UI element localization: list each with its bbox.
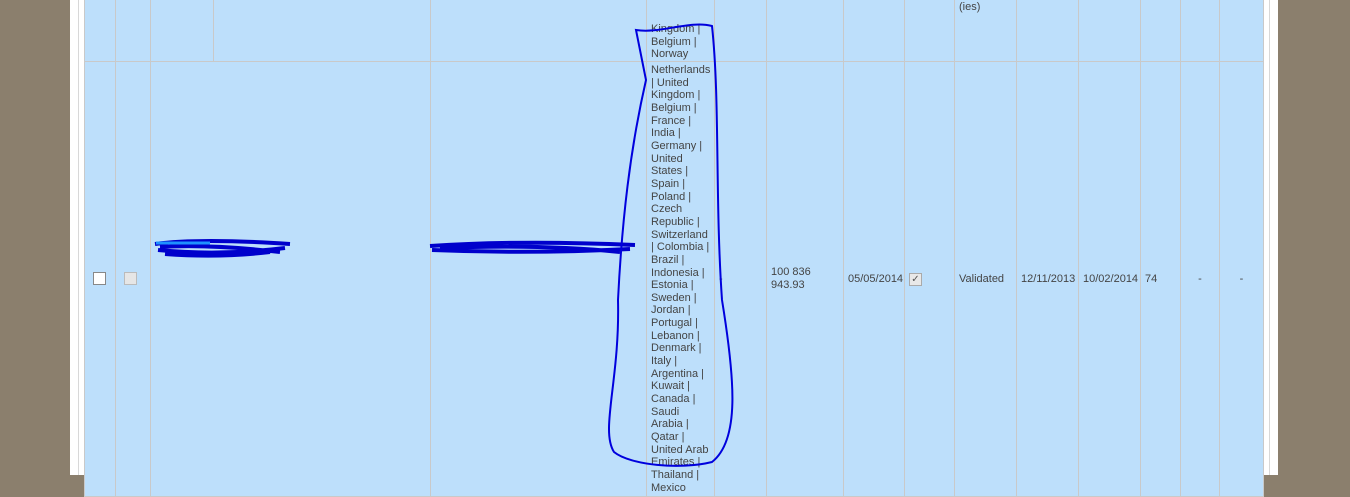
dash-cell: - <box>1219 61 1264 497</box>
table-row[interactable]: Netherlands | United Kingdom | Belgium |… <box>84 61 1264 497</box>
name-link-redacted[interactable] <box>150 61 431 497</box>
status-cell: Validated <box>954 61 1017 497</box>
count-cell: 74 <box>1140 61 1181 497</box>
row-disabled-checkbox <box>124 272 137 286</box>
results-table: Kingdom | Belgium | Norway (ies) Netherl… <box>84 0 1264 497</box>
status-cell: (ies) <box>954 0 1017 62</box>
dash-cell: - <box>1180 61 1220 497</box>
end-date-cell: 10/02/2014 <box>1078 61 1141 497</box>
table-row: Kingdom | Belgium | Norway (ies) <box>84 0 1264 62</box>
countries-cell: Kingdom | Belgium | Norway <box>646 0 715 62</box>
description-redacted <box>430 61 647 497</box>
countries-cell: Netherlands | United Kingdom | Belgium |… <box>646 61 715 497</box>
amount-cell: 100 836 943.93 <box>766 61 844 497</box>
row-select-checkbox[interactable] <box>93 272 106 286</box>
dash-cell: - <box>714 61 767 497</box>
date-cell: 05/05/2014 <box>843 61 905 497</box>
start-date-cell: 12/11/2013 <box>1016 61 1079 497</box>
validated-checkbox: ✓ <box>909 272 922 286</box>
